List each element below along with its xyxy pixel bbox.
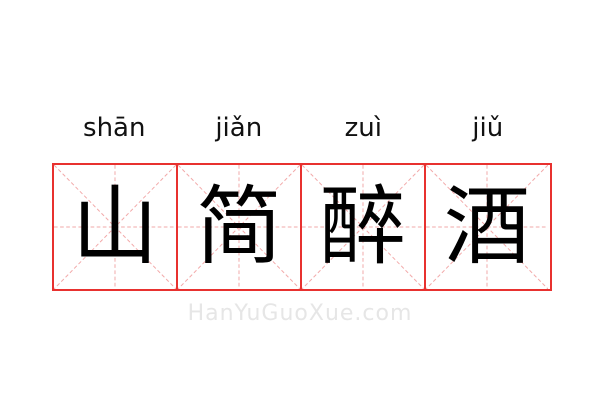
- pinyin-2: jiǎn: [215, 113, 263, 143]
- pinyin-4: jiǔ: [472, 113, 504, 143]
- pinyin-1: shān: [83, 113, 146, 143]
- char-cell-2: 简: [178, 165, 302, 289]
- character-2: 简: [196, 177, 282, 277]
- guide-lines: [54, 165, 176, 289]
- character-4: 酒: [444, 177, 530, 277]
- watermark: HanYuGuoXue.com: [187, 301, 413, 326]
- character-3: 醉: [320, 177, 406, 277]
- character-grid: 山 简 醉 酒: [52, 163, 552, 291]
- guide-lines: [302, 165, 424, 289]
- char-cell-1: 山: [54, 165, 178, 289]
- char-cell-3: 醉: [302, 165, 426, 289]
- pinyin-3: zuì: [344, 113, 382, 143]
- character-1: 山: [72, 177, 158, 277]
- pinyin-row: shān jiǎn zuì jiǔ: [52, 108, 550, 148]
- char-cell-4: 酒: [426, 165, 548, 289]
- guide-lines: [426, 165, 548, 289]
- guide-lines: [178, 165, 300, 289]
